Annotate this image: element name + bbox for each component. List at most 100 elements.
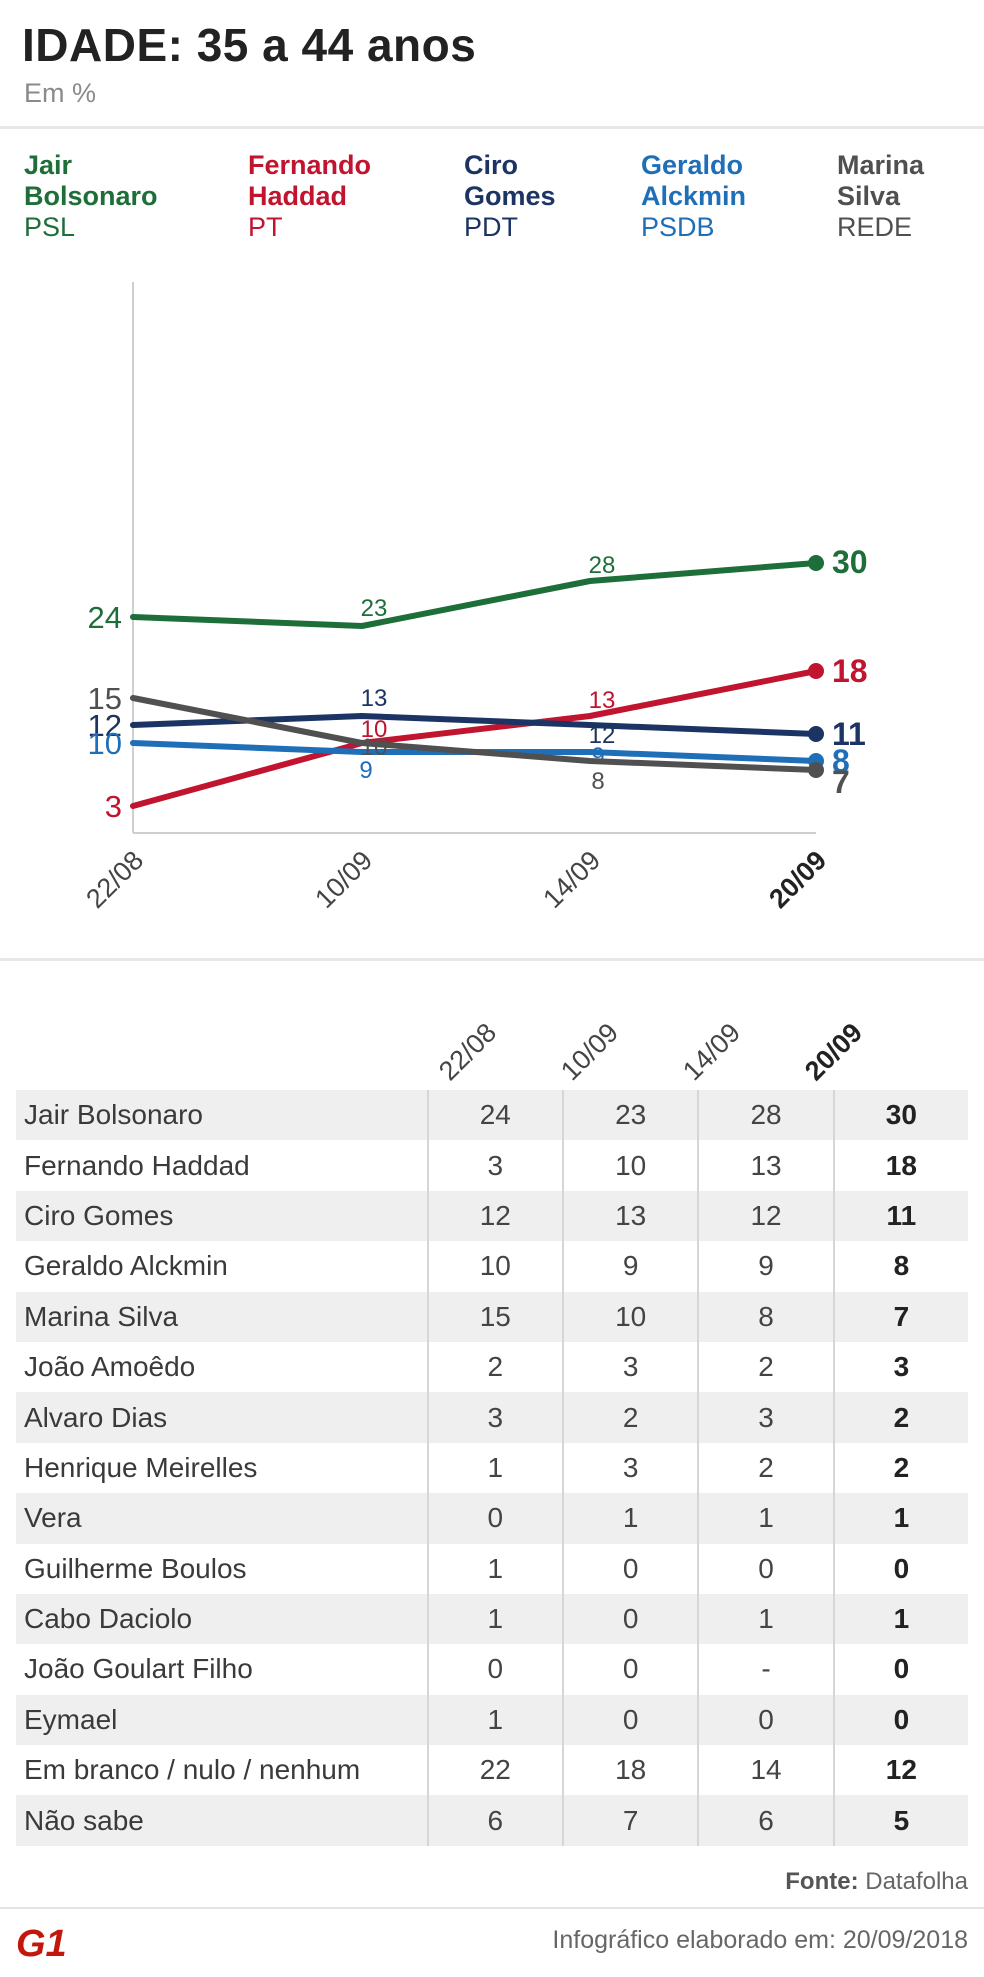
cell-value: 0 — [561, 1694, 699, 1746]
legend-name: Marina Silva — [837, 150, 925, 211]
legend-item-alckmin: Geraldo Alckmin PSDB — [641, 150, 746, 243]
data-label: 10 — [361, 734, 388, 761]
cell-value: 3 — [832, 1341, 968, 1393]
cell-value: 1 — [832, 1593, 968, 1645]
results-table: Jair Bolsonaro 24 23 28 30 Fernando Haddad 3 10… — [16, 1090, 968, 1846]
data-label: 9 — [591, 743, 604, 770]
cell-value: 0 — [561, 1543, 699, 1594]
candidate-name: João Goulart Filho — [24, 1653, 253, 1685]
candidate-name: Ciro Gomes — [16, 1190, 428, 1242]
cell-value: 3 — [426, 1392, 563, 1443]
candidate-name: Alvaro Dias — [16, 1392, 428, 1443]
cell-value: 18 — [832, 1140, 968, 1191]
data-label: 28 — [589, 552, 616, 579]
cell-value: 10 — [561, 1140, 699, 1191]
cell-value: 30 — [832, 1090, 968, 1141]
data-label-final: 8 — [832, 743, 850, 779]
series-end-point — [808, 663, 824, 679]
cell-value: 6 — [426, 1795, 563, 1846]
series-line-1 — [130, 668, 819, 809]
x-tick-label: 22/08 — [80, 845, 149, 914]
candidate-name: Vera — [16, 1493, 428, 1544]
cell-value: 12 — [426, 1190, 563, 1242]
table-col-header: 20/09 — [799, 1017, 869, 1087]
table-row: João Amoêdo 2 3 2 3 — [16, 1341, 968, 1393]
data-label: 12 — [589, 722, 616, 749]
table-col-header: 22/08 — [433, 1017, 503, 1087]
cell-value: 5 — [832, 1795, 968, 1846]
cell-value: 10 — [561, 1291, 699, 1342]
data-label-final: 30 — [832, 544, 868, 580]
source-note: Fonte: Datafolha — [785, 1868, 968, 1896]
cell-value: 0 — [426, 1644, 563, 1695]
legend-name: Geraldo Alckmin — [641, 150, 747, 211]
cell-value: 0 — [561, 1644, 699, 1695]
candidate-name: João Amoêdo — [24, 1351, 196, 1383]
cell-value: 1 — [832, 1493, 968, 1544]
cell-value: 11 — [832, 1190, 968, 1242]
candidate-name: Henrique Meirelles — [24, 1451, 258, 1483]
cell-value: 0 — [832, 1644, 968, 1695]
table-row: Vera 0 1 1 1 — [16, 1493, 968, 1544]
data-label: 23 — [361, 595, 388, 622]
series-line-4 — [130, 695, 819, 773]
data-label: 24 — [88, 600, 122, 635]
table-col-header: 10/09 — [555, 1017, 625, 1087]
series-end-point — [808, 726, 824, 742]
table-row: Jair Bolsonaro 24 23 28 30 — [16, 1090, 968, 1141]
cell-value: 0 — [561, 1593, 699, 1645]
cell-value: 28 — [697, 1090, 834, 1141]
candidate-name: Marina Silva — [16, 1291, 428, 1342]
candidate-name: Não sabe — [16, 1795, 428, 1846]
cell-value: 15 — [426, 1291, 563, 1342]
table-header: 22/08 10/09 14/09 20/09 — [0, 1000, 984, 1090]
legend-item-ciro: Ciro Gomes PDT — [464, 150, 556, 243]
cell-value: 12 — [832, 1745, 968, 1796]
table-row: Eymael 1 0 0 0 — [16, 1694, 968, 1746]
candidate-name: Em branco / nulo / nenhum — [24, 1754, 361, 1786]
cell-value: 3 — [426, 1140, 563, 1191]
g1-logo: G1 — [16, 1923, 67, 1962]
cell-value: 12 — [697, 1190, 834, 1242]
table-row: Em branco / nulo / nenhum 22 18 14 12 — [16, 1745, 968, 1796]
cell-value: 1 — [697, 1493, 834, 1544]
page-subtitle: Em % — [24, 78, 97, 108]
table-row: Não sabe 6 7 6 5 — [16, 1795, 968, 1846]
source-label: Fonte: — [785, 1868, 859, 1895]
source-value: Datafolha — [865, 1868, 968, 1895]
data-label-final: 7 — [832, 764, 850, 800]
cell-value: 7 — [832, 1291, 968, 1342]
cell-value: 1 — [697, 1593, 834, 1645]
svg-text:G1: G1 — [16, 1923, 67, 1962]
candidate-name: Fernando Haddad — [24, 1149, 250, 1181]
cell-value: 13 — [561, 1190, 699, 1242]
candidate-name: Eymael — [16, 1694, 428, 1746]
legend-name: Fernando Haddad — [248, 150, 372, 211]
table-row: Geraldo Alckmin 10 9 9 8 — [16, 1241, 968, 1292]
cell-value: 3 — [697, 1392, 834, 1443]
data-label: 3 — [105, 789, 122, 824]
data-label-final: 11 — [832, 716, 866, 752]
cell-value: 0 — [697, 1543, 834, 1594]
data-label: 15 — [88, 681, 122, 716]
candidate-name: Geraldo Alckmin — [24, 1250, 228, 1282]
cell-value: 18 — [561, 1745, 699, 1796]
data-label-final: 18 — [832, 653, 868, 689]
cell-value: 3 — [561, 1442, 699, 1494]
data-label: 8 — [591, 768, 604, 795]
legend-party: PSDB — [641, 212, 715, 242]
cell-value: 9 — [697, 1241, 834, 1292]
cell-value: 1 — [426, 1442, 563, 1494]
cell-value: 0 — [697, 1694, 834, 1746]
x-tick-label: 14/09 — [537, 845, 606, 914]
cell-value: - — [697, 1644, 834, 1695]
cell-value: 1 — [561, 1493, 699, 1544]
cell-value: 22 — [426, 1745, 563, 1796]
series-line-0 — [130, 560, 819, 629]
table-row: João Goulart Filho 0 0-0 — [16, 1644, 968, 1695]
table-row: Fernando Haddad 3 10 13 18 — [16, 1140, 968, 1191]
table-row: Marina Silva 15 10 8 7 — [16, 1291, 968, 1342]
table-row: Guilherme Boulos 1 0 0 0 — [16, 1543, 968, 1594]
cell-value: 8 — [832, 1241, 968, 1292]
cell-value: 1 — [426, 1543, 563, 1594]
